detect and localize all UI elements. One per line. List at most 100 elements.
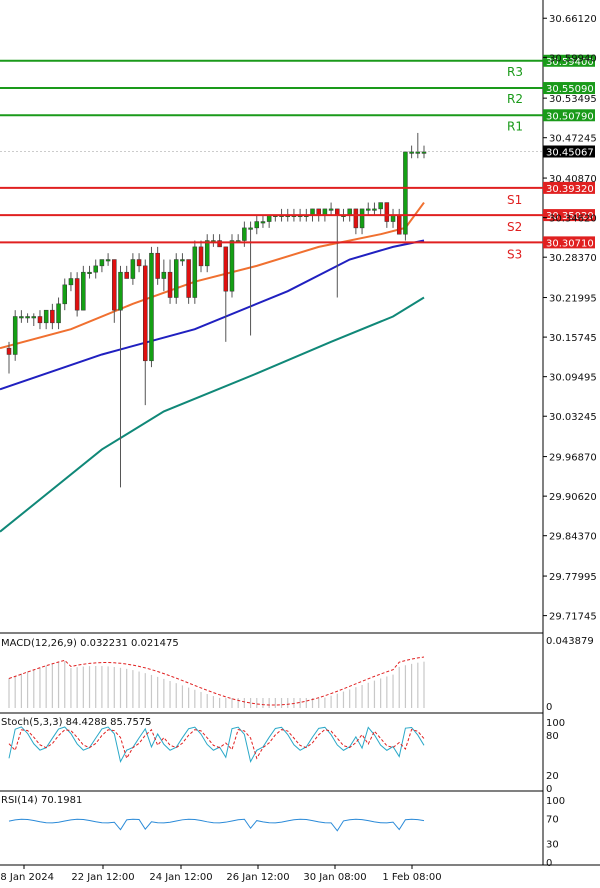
candle-body: [56, 303, 61, 324]
candle-body: [118, 271, 123, 311]
time-tick-label: 1 Feb 08:00: [382, 872, 441, 883]
rsi-tick: 30: [546, 839, 559, 850]
candle-body: [149, 252, 154, 362]
time-tick-label: 24 Jan 12:00: [149, 872, 212, 883]
level-price-tag: [543, 54, 595, 67]
level-price-s3: 30.30710: [546, 238, 594, 249]
level-name-r2: R2: [507, 92, 523, 106]
level-name-s3: S3: [507, 247, 522, 261]
stoch-tick: 80: [546, 731, 559, 742]
price-tick-label: 30.03245: [549, 412, 597, 423]
pivot-levels: R3 30.59400 R2 30.55090 R1 30.50790 S1 30.39320…: [0, 54, 595, 261]
time-tick-label: 18 Jan 2024: [0, 872, 54, 883]
candle-body: [353, 208, 359, 229]
moving-average-3: [0, 296, 425, 533]
level-price-tag: [543, 82, 595, 95]
time-tick-label: 22 Jan 12:00: [71, 872, 134, 883]
candle-body: [254, 221, 260, 229]
stoch-tick: 0: [546, 784, 552, 795]
stoch-d-line: [8, 728, 425, 760]
candle-body: [173, 259, 179, 298]
candle-body: [167, 271, 173, 298]
candle-body: [396, 214, 402, 235]
level-price-r1: 30.50790: [546, 111, 594, 122]
time-axis: 18 Jan 2024 22 Jan 12:00 24 Jan 12:00 26 Ja…: [0, 865, 442, 883]
candle-body: [378, 202, 383, 210]
price-tick-label: 30.09495: [549, 373, 597, 384]
price-tick-label: 29.90620: [549, 492, 597, 503]
candle-body: [130, 259, 136, 279]
level-price-s1: 30.39320: [546, 184, 594, 195]
price-tick-label: 30.15745: [549, 333, 597, 344]
time-tick-label: 30 Jan 08:00: [303, 872, 366, 883]
candle-body: [328, 208, 334, 211]
moving-average-2: [0, 239, 425, 391]
level-price-tag: [543, 181, 595, 194]
price-tick-label: 29.71745: [549, 612, 597, 623]
candle-body: [155, 252, 160, 279]
candle-body: [198, 246, 204, 267]
candle-body: [180, 259, 185, 262]
main-price-panel: [0, 0, 544, 865]
rsi-tick: 0: [546, 858, 552, 869]
level-name-s1: S1: [507, 193, 522, 207]
candle-body: [409, 151, 414, 154]
candle-body: [68, 278, 74, 286]
level-name-r3: R3: [507, 65, 523, 79]
candle-body: [37, 316, 43, 324]
level-name-s2: S2: [507, 220, 522, 234]
price-tick-label: 30.34620: [549, 214, 597, 225]
price-tick-label: 30.28370: [549, 253, 597, 264]
candle-body: [112, 259, 117, 311]
time-tick-label: 26 Jan 12:00: [226, 872, 289, 883]
candle-body: [143, 265, 148, 362]
current-price-tag: [543, 145, 595, 158]
level-price-s2: 30.35020: [546, 211, 594, 222]
rsi-tick: 70: [546, 815, 559, 826]
candle-body: [161, 271, 167, 279]
rsi-label: RSI(14) 70.1981: [1, 795, 82, 806]
level-price-r2: 30.55090: [546, 84, 594, 95]
rsi-panel: RSI(14) 70.1981 100 70 30 0: [0, 795, 600, 869]
candle-body: [421, 151, 427, 154]
candle-body: [31, 316, 37, 319]
candle-body: [359, 208, 365, 229]
stoch-label: Stoch(5,3,3) 84.4288 85.7575: [1, 717, 152, 728]
candle-body: [87, 271, 92, 274]
candle-body: [99, 259, 105, 267]
candle-body: [260, 221, 266, 224]
macd-tick-top: 0.043879: [546, 636, 594, 647]
price-tick-label: 29.77995: [549, 572, 597, 583]
candle-body: [372, 208, 377, 211]
macd-panel: MACD(12,26,9) 0.032231 0.021475 0.043879 0: [0, 636, 594, 714]
candle-body: [223, 246, 229, 292]
candle-body: [366, 208, 371, 211]
candle-body: [248, 227, 253, 230]
rsi-tick: 100: [546, 796, 565, 807]
stoch-tick: 20: [546, 771, 559, 782]
price-tick-label: 29.84370: [549, 532, 597, 543]
candle-body: [19, 316, 24, 319]
candle-body: [192, 246, 198, 298]
stochastic-panel: Stoch(5,3,3) 84.4288 85.7575 100 80 20 0: [0, 717, 565, 795]
candle-body: [50, 309, 55, 324]
macd-signal-line: [8, 656, 425, 706]
candle-body: [217, 240, 222, 248]
price-tick-label: 30.66120: [549, 14, 597, 25]
candle-body: [124, 271, 129, 279]
candle-body: [25, 316, 30, 319]
candle-body: [105, 259, 111, 262]
candle-body: [186, 259, 191, 298]
candle-body: [6, 347, 12, 355]
candle-body: [266, 214, 272, 222]
macd-tick-zero: 0: [546, 702, 552, 713]
candle-body: [136, 259, 142, 267]
candle-body: [242, 227, 247, 241]
rsi-line: [8, 818, 425, 832]
price-tick-label: 29.96870: [549, 453, 597, 464]
price-tick-label: 30.47245: [549, 134, 597, 145]
price-tick-label: 30.59940: [549, 53, 597, 64]
candle-body: [74, 278, 80, 311]
price-tick-label: 30.40870: [549, 174, 597, 185]
